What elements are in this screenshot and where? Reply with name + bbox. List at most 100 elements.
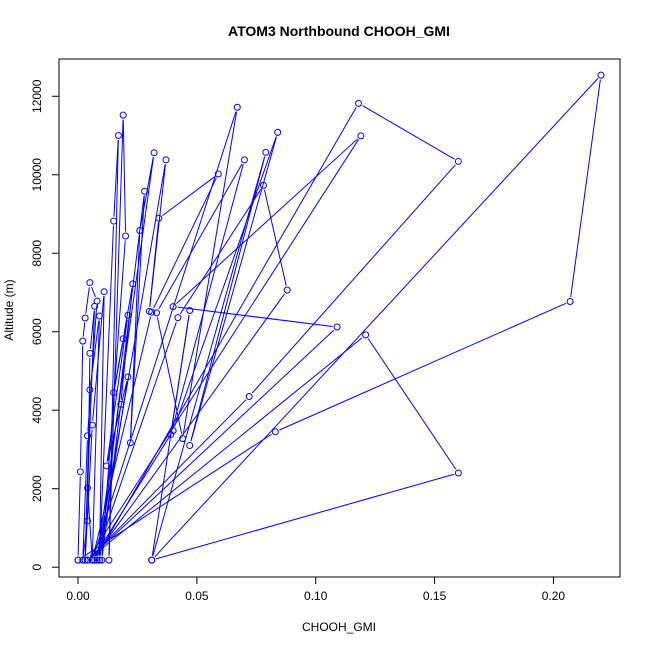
series-segment: [367, 338, 457, 470]
data-point: [169, 303, 177, 311]
data-point: [86, 386, 94, 394]
series-layer: [74, 71, 605, 564]
series-segment: [93, 111, 237, 556]
data-point: [79, 337, 87, 345]
series-segment: [162, 176, 215, 217]
data-point: [333, 323, 341, 331]
data-point: [355, 99, 363, 107]
series-segment: [82, 440, 88, 556]
y-tick-label: 10000: [30, 158, 44, 192]
data-point: [103, 462, 111, 470]
data-point: [362, 331, 370, 339]
data-point: [259, 181, 267, 189]
x-axis: 0.00 0.05 0.10 0.15 0.20: [66, 576, 565, 603]
data-point: [141, 187, 149, 195]
data-point: [454, 157, 462, 165]
series-segment: [98, 296, 105, 556]
data-point: [126, 439, 134, 447]
series-segment: [123, 288, 133, 335]
data-point: [240, 156, 248, 164]
series-segment: [171, 164, 244, 431]
data-point: [174, 314, 182, 322]
data-point: [454, 469, 462, 477]
series-segment: [84, 429, 93, 556]
series-segment: [90, 329, 335, 558]
data-point: [84, 517, 92, 525]
data-point: [179, 434, 187, 442]
data-point: [357, 132, 365, 140]
y-axis: 0 2000 4000 6000 8000 10000 12000: [30, 79, 60, 571]
data-point: [245, 392, 253, 400]
series-segment: [89, 139, 359, 557]
data-point: [110, 389, 118, 397]
series-segment: [113, 319, 128, 389]
series-segment: [179, 188, 262, 315]
series-segment: [79, 345, 84, 468]
data-point: [100, 288, 108, 296]
data-point: [81, 314, 89, 322]
series-segment: [85, 287, 90, 314]
x-tick-label: 0.15: [423, 589, 447, 603]
x-tick-label: 0.10: [304, 589, 328, 603]
data-point: [84, 556, 92, 564]
data-point: [167, 431, 175, 439]
y-tick-label: 12000: [30, 79, 44, 113]
data-point: [129, 280, 137, 288]
data-point: [84, 432, 92, 440]
series-segment: [140, 157, 154, 227]
series-segment: [174, 136, 277, 427]
series-segment: [158, 163, 243, 310]
data-point: [233, 103, 241, 111]
series-segment: [362, 105, 455, 160]
data-point: [119, 111, 127, 119]
data-point: [186, 307, 194, 315]
data-point: [86, 279, 94, 287]
series-segment: [82, 322, 86, 337]
series-segment: [251, 164, 456, 394]
series-segment: [87, 310, 95, 484]
data-point: [114, 132, 122, 140]
data-point: [122, 232, 130, 240]
series-segment: [92, 316, 152, 556]
data-point: [150, 149, 158, 157]
series-segment: [89, 320, 100, 386]
series-segment: [97, 157, 154, 556]
data-point: [148, 308, 156, 316]
series-segment: [113, 139, 119, 217]
series-segment: [81, 433, 272, 559]
series-segment: [106, 319, 128, 462]
y-tick-label: 6000: [30, 318, 44, 345]
series-segment: [149, 222, 159, 307]
data-point: [91, 302, 99, 310]
series-segment: [91, 286, 96, 298]
series-segment: [153, 177, 217, 309]
data-point: [169, 427, 177, 435]
series-segment: [89, 310, 95, 349]
data-point: [95, 556, 103, 564]
series-segment: [154, 78, 599, 558]
series-segment: [95, 321, 177, 557]
data-point: [88, 556, 96, 564]
data-point: [262, 148, 270, 156]
series-segment: [90, 399, 247, 558]
data-point: [110, 217, 118, 225]
data-point: [155, 214, 163, 222]
data-point: [124, 311, 132, 319]
data-point: [136, 226, 144, 234]
series-segment: [122, 119, 126, 232]
data-point: [152, 309, 160, 317]
y-axis-label: Altitude (m): [2, 279, 16, 340]
series-segment: [99, 225, 114, 556]
data-point: [79, 556, 87, 564]
data-point: [76, 468, 84, 476]
data-point: [74, 556, 82, 564]
x-tick-label: 0.00: [66, 589, 90, 603]
y-tick-label: 0: [30, 564, 44, 571]
y-tick-label: 8000: [30, 240, 44, 267]
data-point: [271, 428, 279, 436]
data-point: [84, 484, 92, 492]
series-segment: [156, 317, 183, 435]
series-segment: [177, 306, 333, 327]
series-segment: [84, 394, 91, 556]
